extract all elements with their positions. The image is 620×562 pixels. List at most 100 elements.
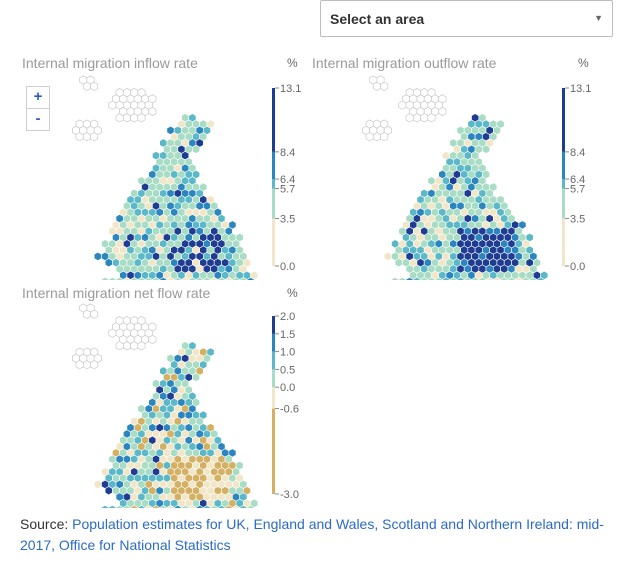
hex-area-outline[interactable] xyxy=(108,328,117,338)
hex-area[interactable] xyxy=(137,505,146,508)
hex-area[interactable] xyxy=(434,277,443,280)
hex-area[interactable] xyxy=(217,277,226,280)
hex-area[interactable] xyxy=(144,505,153,508)
hex-area-outline[interactable] xyxy=(122,341,131,351)
hex-area[interactable] xyxy=(137,277,146,280)
hex-area-outline[interactable] xyxy=(137,341,146,351)
inflow-hex-map[interactable] xyxy=(70,70,270,280)
hex-area[interactable] xyxy=(101,505,109,508)
hex-area-outline[interactable] xyxy=(372,81,381,91)
hex-area-outline[interactable] xyxy=(115,113,124,123)
hex-area[interactable] xyxy=(144,277,153,280)
hex-area-outline[interactable] xyxy=(412,113,421,123)
hex-area[interactable] xyxy=(203,505,211,508)
hex-area[interactable] xyxy=(246,277,255,280)
hex-area[interactable] xyxy=(115,505,124,508)
hex-area[interactable] xyxy=(217,505,226,508)
hex-area[interactable] xyxy=(195,277,204,280)
hex-area[interactable] xyxy=(463,277,472,280)
hex-area[interactable] xyxy=(108,505,117,508)
hex-area[interactable] xyxy=(101,277,109,280)
hex-area[interactable] xyxy=(123,277,131,280)
hex-area[interactable] xyxy=(398,277,407,280)
hex-area[interactable] xyxy=(192,144,200,154)
hex-area-outline[interactable] xyxy=(108,100,117,110)
hex-area-outline[interactable] xyxy=(90,360,99,370)
hex-area[interactable] xyxy=(239,505,248,508)
hex-area-outline[interactable] xyxy=(90,132,99,142)
hex-area-outline[interactable] xyxy=(130,113,139,123)
hex-area[interactable] xyxy=(181,505,190,508)
hex-area-outline[interactable] xyxy=(398,100,407,110)
hex-area[interactable] xyxy=(210,505,219,508)
hex-area[interactable] xyxy=(456,277,465,280)
hex-area-outline[interactable] xyxy=(427,113,436,123)
hex-area-outline[interactable] xyxy=(75,132,84,142)
net-hex-map[interactable] xyxy=(70,298,270,508)
hex-area[interactable] xyxy=(493,277,501,280)
hex-area-outline[interactable] xyxy=(148,334,157,345)
hex-area-outline[interactable] xyxy=(380,81,389,91)
hex-area-outline[interactable] xyxy=(82,81,91,91)
hex-area[interactable] xyxy=(232,277,240,280)
hex-area[interactable] xyxy=(239,277,248,280)
hex-area[interactable] xyxy=(181,277,190,280)
hex-area[interactable] xyxy=(514,277,523,280)
hex-area[interactable] xyxy=(210,277,219,280)
hex-area-outline[interactable] xyxy=(130,341,139,351)
hex-area[interactable] xyxy=(188,505,197,508)
zoom-out-button[interactable]: - xyxy=(27,108,49,130)
hex-area-outline[interactable] xyxy=(365,132,374,142)
hex-area[interactable] xyxy=(413,277,421,280)
hex-area[interactable] xyxy=(93,479,102,489)
area-select[interactable]: Select an area ▼ xyxy=(320,0,613,37)
hex-area[interactable] xyxy=(500,277,509,280)
hex-area-outline[interactable] xyxy=(122,113,131,123)
source-link[interactable]: Population estimates for UK, England and… xyxy=(20,516,604,553)
hex-area-outline[interactable] xyxy=(82,132,91,142)
hex-area-outline[interactable] xyxy=(420,113,429,123)
hex-area-outline[interactable] xyxy=(380,132,389,142)
hex-area[interactable] xyxy=(471,277,480,280)
hex-area[interactable] xyxy=(420,277,429,280)
hex-area-outline[interactable] xyxy=(75,360,84,370)
hex-area[interactable] xyxy=(195,505,204,508)
hex-area-outline[interactable] xyxy=(82,360,91,370)
hex-area-outline[interactable] xyxy=(148,106,157,117)
hex-area[interactable] xyxy=(449,277,458,280)
hex-area[interactable] xyxy=(123,505,131,508)
hex-area[interactable] xyxy=(152,277,160,280)
hex-area[interactable] xyxy=(536,277,545,280)
hex-area[interactable] xyxy=(108,277,117,280)
outflow-hex-map[interactable] xyxy=(360,70,560,280)
hex-area[interactable] xyxy=(192,372,200,382)
hex-area[interactable] xyxy=(529,277,538,280)
hex-area[interactable] xyxy=(482,144,490,154)
hex-area[interactable] xyxy=(427,277,436,280)
hex-area[interactable] xyxy=(224,505,233,508)
hex-area[interactable] xyxy=(405,277,414,280)
hex-area[interactable] xyxy=(246,505,255,508)
hex-area[interactable] xyxy=(173,277,182,280)
hex-area[interactable] xyxy=(159,277,168,280)
hex-area[interactable] xyxy=(224,277,233,280)
hex-area[interactable] xyxy=(232,505,240,508)
hex-area-outline[interactable] xyxy=(82,309,91,319)
hex-area[interactable] xyxy=(93,251,102,261)
hex-area-outline[interactable] xyxy=(90,309,99,319)
hex-area[interactable] xyxy=(391,277,399,280)
hex-area[interactable] xyxy=(159,505,168,508)
hex-area[interactable] xyxy=(507,277,516,280)
hex-area[interactable] xyxy=(383,251,392,261)
zoom-in-button[interactable]: + xyxy=(33,88,43,105)
hex-area[interactable] xyxy=(130,277,139,280)
hex-area[interactable] xyxy=(394,258,403,268)
hex-area[interactable] xyxy=(130,505,139,508)
hex-area[interactable] xyxy=(104,486,113,496)
hex-area-outline[interactable] xyxy=(405,113,414,123)
hex-area[interactable] xyxy=(173,505,182,508)
hex-area[interactable] xyxy=(442,277,450,280)
hex-area[interactable] xyxy=(166,277,175,280)
hex-area[interactable] xyxy=(104,258,113,268)
hex-area[interactable] xyxy=(522,277,530,280)
